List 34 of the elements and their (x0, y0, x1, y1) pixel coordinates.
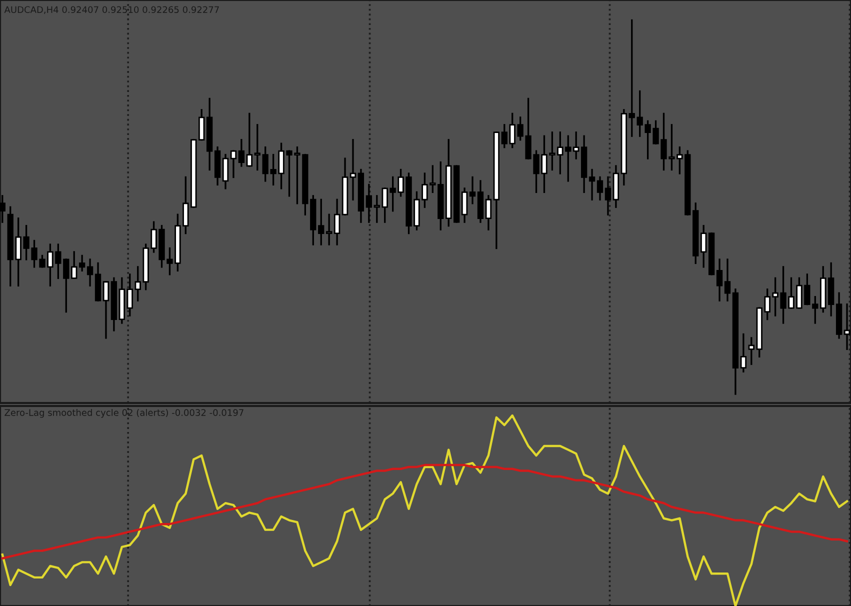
candlestick (326, 214, 332, 246)
candlestick (254, 124, 260, 171)
candlestick (374, 195, 380, 223)
candlestick (724, 258, 731, 302)
candlestick (0, 195, 6, 223)
candlestick (318, 198, 324, 246)
candlestick (366, 184, 372, 223)
candlestick (588, 168, 596, 200)
candlestick (628, 19, 635, 137)
candlestick (596, 176, 604, 200)
candlestick (844, 303, 850, 350)
candlestick (246, 112, 252, 167)
candlestick (71, 251, 78, 279)
candlestick (573, 132, 580, 160)
candlestick (501, 124, 508, 148)
candlestick (102, 281, 110, 339)
candlestick (485, 195, 492, 230)
candlestick (604, 176, 612, 216)
candlestick (700, 224, 707, 268)
candlestick (222, 154, 229, 190)
candlestick (716, 258, 723, 302)
candlestick (748, 337, 754, 365)
candlestick (461, 188, 468, 223)
candlestick (565, 135, 572, 182)
candlestick (230, 150, 237, 178)
candlestick (238, 138, 245, 167)
candlestick (86, 258, 94, 286)
candlestick (740, 333, 747, 372)
candlestick (78, 254, 86, 272)
candlestick (469, 176, 476, 204)
candlestick (334, 198, 340, 246)
candlestick (126, 274, 133, 316)
candlestick (350, 138, 356, 200)
candlestick (198, 109, 205, 141)
